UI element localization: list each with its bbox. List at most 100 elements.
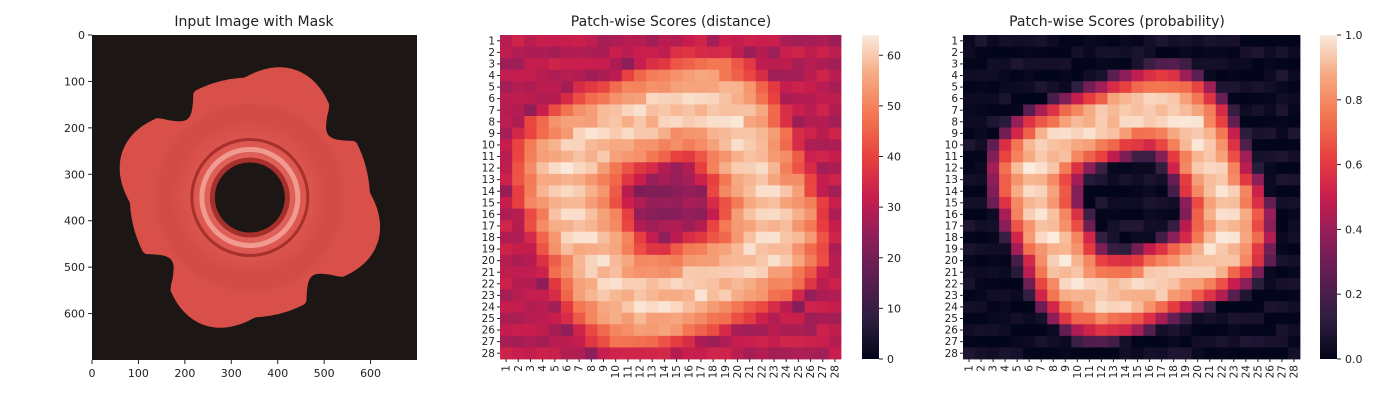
heatmap-cell [694,266,708,279]
heatmap-cell [512,46,525,59]
heatmap-cell [597,266,611,279]
heatmap-x-tick-label: 13 [1108,365,1120,378]
heatmap-cell [975,104,988,117]
heatmap-cell [682,92,696,105]
heatmap-cell [707,35,720,47]
heatmap-cell [1179,150,1193,163]
heatmap-cell [963,243,976,256]
heatmap-cell [1119,173,1132,186]
heatmap-cell [1143,335,1156,348]
colorbar-tick-label: 1.0 [1345,29,1363,42]
heatmap-cell [975,127,988,140]
heatmap-cell [1143,185,1156,198]
heatmap-cell [963,197,976,209]
heatmap-cell [646,278,659,290]
heatmap-cell [1071,289,1084,302]
heatmap-cell [585,185,598,198]
heatmap-cell [1155,69,1169,82]
heatmap-cell [585,127,598,140]
heatmap-cell [609,150,623,163]
heatmap-cell [1059,324,1072,337]
heatmap-cell [609,92,623,105]
heatmap-cell [694,58,708,71]
heatmap-cell [1047,81,1060,94]
heatmap-cell [816,254,830,267]
heatmap-cell [1035,335,1048,348]
heatmap-y-tick-label: 11 [945,151,958,163]
heatmap-cell [1047,243,1060,256]
heatmap-cell [1131,58,1144,71]
heatmap-cell [573,81,586,94]
heatmap-cell [1155,104,1169,117]
heatmap-cell [743,116,757,128]
heatmap-cell [1011,335,1024,348]
heatmap-cell [743,46,757,59]
heatmap-cell [1011,173,1024,186]
heatmap-cell [694,220,708,233]
heatmap-cell [1047,278,1060,290]
heatmap-cell [646,312,659,325]
heatmap-cell [597,173,611,186]
heatmap-cell [633,301,647,314]
heatmap-cell [816,185,830,198]
heatmap-cell [963,335,976,348]
heatmap-cell [536,231,550,244]
heatmap-cell [621,173,635,186]
heatmap-cell [987,58,1000,71]
heatmap-cell [633,46,647,59]
heatmap-cell [1167,278,1181,290]
heatmap-cell [500,81,513,94]
heatmap-cell [1275,81,1289,94]
heatmap-cell [694,185,708,198]
heatmap-cell [512,81,525,94]
heatmap-y-tick-label: 4 [488,70,495,82]
heatmap-cell [1035,231,1048,244]
heatmap-cell [1035,185,1048,198]
heatmap-cell [1287,335,1301,348]
heatmap-cell [1215,231,1229,244]
heatmap-cell [1275,150,1289,163]
heatmap-cell [573,231,586,244]
heatmap-cell [755,231,769,244]
heatmap-cell [1275,231,1289,244]
heatmap-cell [560,162,574,175]
heatmap-cell [719,254,732,267]
heatmap-cell [694,243,708,256]
heatmap-cell [1023,324,1036,337]
heatmap-cell [1227,81,1241,94]
heatmap-cell [1203,347,1217,360]
heatmap-cell [767,69,781,82]
heatmap-cell [597,116,611,128]
heatmap-cell [597,92,611,105]
heatmap-cell [646,347,659,360]
heatmap-cell [1083,289,1096,302]
heatmap-cell [1119,46,1132,59]
heatmap-cell [1287,92,1301,105]
heatmap-cell [975,173,988,186]
heatmap-cell [707,243,720,256]
heatmap-cell [1071,58,1084,71]
heatmap-cell [646,266,659,279]
heatmap-cell [573,46,586,59]
heatmap-cell [1251,173,1265,186]
heatmap-y-tick-label: 24 [945,302,959,314]
heatmap-cell [500,324,513,337]
heatmap-y-tick-label: 17 [482,221,495,233]
heatmap-cell [743,35,757,47]
heatmap-cell [512,231,525,244]
heatmap-cell [719,35,732,47]
heatmap-cell [987,162,1000,175]
heatmap-cell [1275,173,1289,186]
heatmap-cell [1167,185,1181,198]
heatmap-cell [573,347,586,360]
heatmap-cell [780,185,793,198]
heatmap-cell [816,116,830,128]
heatmap-cell [1287,185,1301,198]
heatmap-cell [828,104,842,117]
heatmap-cell [512,162,525,175]
heatmap-cell [1155,231,1169,244]
heatmap-cell [524,289,537,302]
heatmap-cell [755,208,769,221]
heatmap-cell [682,81,696,94]
heatmap-cell [524,185,537,198]
